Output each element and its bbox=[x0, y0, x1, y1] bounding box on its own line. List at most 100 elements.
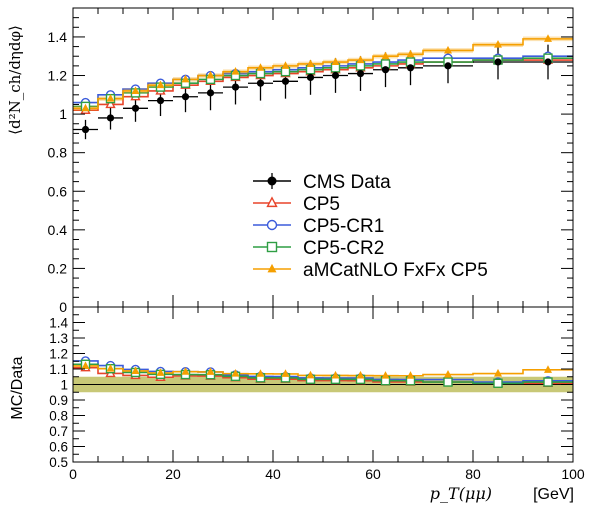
ratio-marker bbox=[106, 364, 115, 372]
ratio-marker bbox=[381, 371, 390, 379]
series-marker bbox=[356, 55, 365, 64]
main-y-axis-label: ⟨d²N_ch/dηdφ⟩ bbox=[6, 25, 24, 135]
data-point bbox=[444, 62, 452, 70]
series-marker bbox=[444, 45, 452, 54]
x-tick-label: 100 bbox=[561, 466, 585, 482]
ratio-marker bbox=[281, 369, 290, 377]
main-y-tick-label: 0 bbox=[59, 299, 67, 315]
ratio-marker bbox=[356, 370, 365, 379]
legend-entry: CP5-CR2 bbox=[253, 238, 384, 259]
data-point bbox=[81, 125, 90, 134]
x-tick-label: 40 bbox=[265, 466, 281, 482]
series-marker bbox=[105, 98, 116, 109]
main-y-tick-label: 1.2 bbox=[48, 68, 68, 84]
main-y-tick-label: 0.8 bbox=[48, 145, 68, 161]
ratio-marker bbox=[306, 370, 315, 379]
series-marker bbox=[494, 40, 502, 48]
ratio-marker bbox=[256, 369, 265, 377]
ratio-y-tick-label: 0.5 bbox=[49, 455, 68, 470]
ratio-marker bbox=[493, 378, 503, 388]
series-marker bbox=[306, 59, 315, 67]
legend-marker bbox=[266, 241, 278, 253]
ratio-y-tick-label: 1.1 bbox=[49, 362, 68, 377]
series-marker bbox=[331, 57, 340, 66]
x-axis-label-unit: [GeV] bbox=[533, 486, 574, 503]
legend-label: CP5-CR1 bbox=[303, 216, 384, 237]
legend-entry: CMS Data bbox=[253, 172, 391, 193]
legend-entry: aMCatNLO FxFx CP5 bbox=[253, 260, 488, 281]
legend-label: aMCatNLO FxFx CP5 bbox=[303, 260, 488, 281]
data-point bbox=[256, 79, 265, 87]
main-y-tick-label: 0.2 bbox=[48, 260, 68, 276]
legend-label: CP5-CR2 bbox=[303, 238, 384, 259]
ratio-marker bbox=[443, 377, 453, 387]
legend-marker bbox=[267, 176, 277, 186]
main-y-tick-label: 1.4 bbox=[48, 29, 68, 45]
data-point bbox=[544, 58, 552, 66]
legend-marker bbox=[267, 263, 277, 273]
data-point bbox=[231, 83, 240, 91]
data-point bbox=[106, 114, 115, 122]
ratio-y-tick-label: 1.2 bbox=[49, 347, 68, 362]
legend-marker bbox=[266, 219, 278, 231]
data-point bbox=[281, 77, 290, 85]
series-marker bbox=[181, 74, 190, 83]
legend-entry: CP5-CR1 bbox=[253, 216, 384, 237]
ratio-marker bbox=[81, 361, 90, 369]
data-point bbox=[331, 71, 340, 80]
data-point bbox=[181, 93, 190, 101]
series-marker bbox=[206, 70, 215, 79]
series-marker bbox=[131, 86, 140, 94]
series-marker bbox=[544, 34, 552, 42]
data-point bbox=[494, 58, 502, 66]
ratio-marker bbox=[231, 369, 240, 377]
ratio-marker bbox=[331, 370, 340, 379]
series-marker bbox=[281, 61, 290, 69]
series-marker bbox=[106, 94, 115, 102]
ratio-marker bbox=[444, 369, 452, 378]
ratio-marker bbox=[206, 367, 215, 375]
series-marker bbox=[156, 80, 165, 89]
series-marker bbox=[381, 51, 390, 60]
ratio-y-tick-label: 0.9 bbox=[49, 393, 68, 408]
ratio-marker bbox=[406, 371, 415, 379]
data-point bbox=[206, 89, 215, 97]
main-y-tick-label: 0.6 bbox=[48, 183, 68, 199]
main-y-tick-label: 1 bbox=[59, 106, 67, 122]
ratio-y-tick-label: 0.6 bbox=[49, 440, 68, 455]
ratio-marker bbox=[543, 377, 553, 387]
ratio-marker bbox=[181, 367, 190, 375]
series-marker bbox=[231, 67, 240, 75]
ratio-y-axis-label: MC/Data bbox=[9, 356, 26, 419]
ratio-y-tick-label: 1 bbox=[60, 378, 68, 393]
ratio-y-tick-label: 1.4 bbox=[49, 316, 68, 331]
ratio-marker bbox=[131, 366, 140, 374]
data-point bbox=[306, 73, 315, 82]
data-point bbox=[156, 96, 165, 105]
main-y-tick-label: 0.4 bbox=[48, 222, 68, 238]
data-point bbox=[356, 69, 365, 78]
x-tick-label: 0 bbox=[69, 466, 77, 482]
data-point bbox=[131, 104, 140, 112]
ratio-y-tick-label: 1.3 bbox=[49, 331, 68, 346]
ratio-marker bbox=[494, 368, 502, 377]
series-marker bbox=[81, 103, 90, 112]
x-tick-label: 80 bbox=[465, 466, 481, 482]
data-point bbox=[381, 66, 390, 74]
ratio-marker bbox=[156, 368, 165, 376]
legend-label: CMS Data bbox=[303, 172, 391, 193]
legend-label: CP5 bbox=[303, 194, 340, 215]
ratio-y-tick-label: 0.7 bbox=[49, 424, 68, 439]
series-marker bbox=[256, 63, 265, 71]
x-axis-label-symbol: p_T(μμ) bbox=[430, 484, 492, 503]
data-point bbox=[406, 64, 415, 72]
legend-entry: CP5 bbox=[253, 194, 340, 215]
legend-marker bbox=[266, 196, 278, 208]
series-marker bbox=[406, 49, 415, 58]
ratio-marker bbox=[544, 365, 552, 373]
ratio-y-tick-label: 0.8 bbox=[49, 409, 68, 424]
x-tick-label: 20 bbox=[165, 466, 181, 482]
x-tick-label: 60 bbox=[365, 466, 381, 482]
